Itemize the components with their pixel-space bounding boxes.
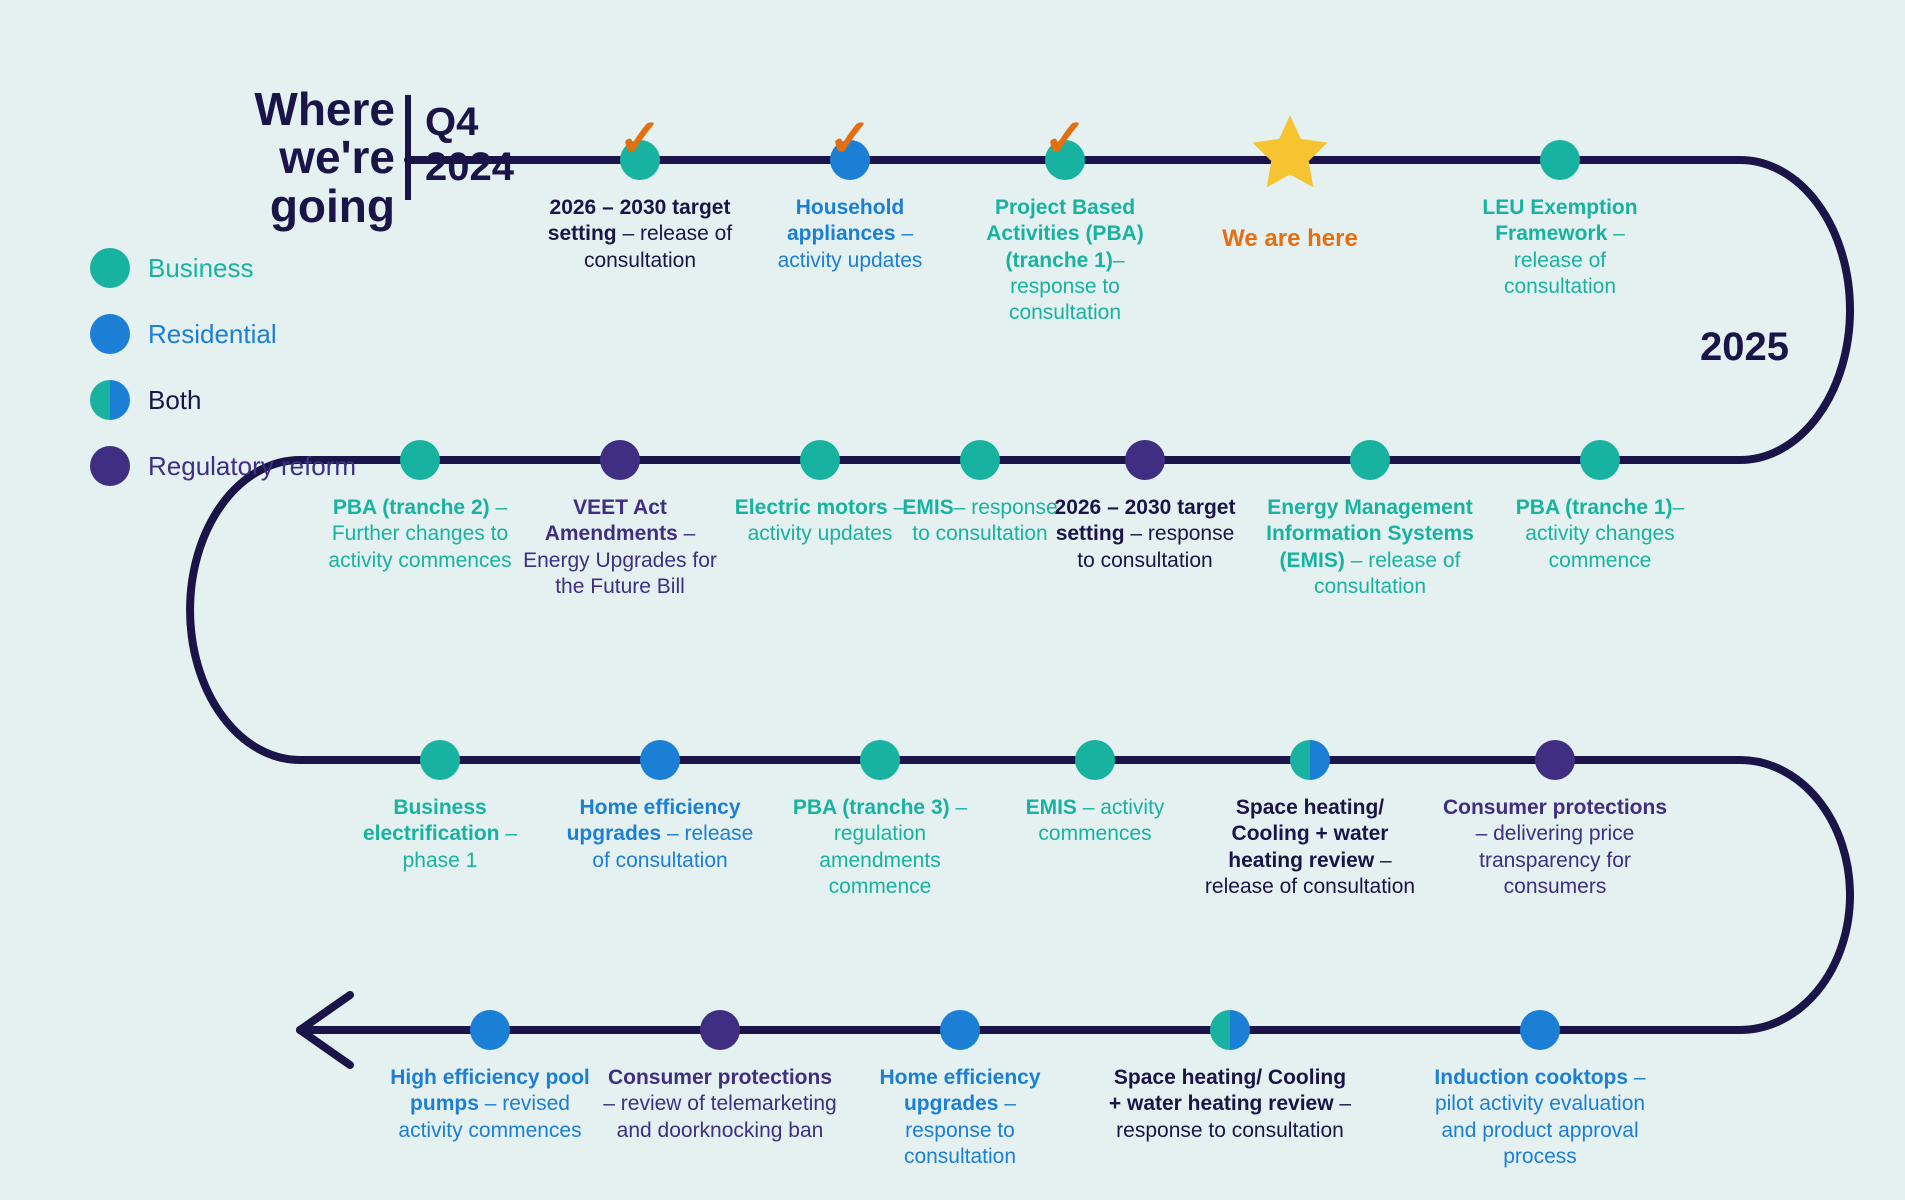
milestone-node xyxy=(1520,1010,1560,1050)
milestone-node xyxy=(1125,440,1165,480)
milestone-label: PBA (tranche 1)– activity changes commen… xyxy=(1500,495,1700,574)
milestone-subtitle: – delivering price transparency for cons… xyxy=(1476,822,1635,898)
milestone-label: Space heating/ Cooling + water heating r… xyxy=(1105,1065,1355,1144)
milestone-label: Consumer protections – review of telemar… xyxy=(600,1065,840,1144)
milestone-label: Induction cooktops – pilot activity eval… xyxy=(1420,1065,1660,1170)
title-line1: Where xyxy=(254,83,395,135)
milestone-title: Induction cooktops xyxy=(1434,1066,1628,1089)
milestone-label: Home efficiency upgrades – release of co… xyxy=(560,795,760,874)
period-label: Q4 2024 xyxy=(425,100,514,190)
year-2025-label: 2025 xyxy=(1700,325,1789,370)
milestone-node xyxy=(1535,740,1575,780)
legend-label: Residential xyxy=(148,319,277,350)
milestone-title: Consumer protections xyxy=(1443,796,1667,819)
milestone-node xyxy=(830,140,870,180)
legend-label: Business xyxy=(148,253,254,284)
milestone-label: Home efficiency upgrades – response to c… xyxy=(860,1065,1060,1170)
milestone-node xyxy=(800,440,840,480)
milestone-node xyxy=(960,440,1000,480)
milestone-label: Consumer protections – delivering price … xyxy=(1435,795,1675,900)
legend-dot-residential xyxy=(90,314,130,354)
legend-label: Both xyxy=(148,385,202,416)
legend-item: Both xyxy=(90,380,356,420)
milestone-title: Home efficiency upgrades xyxy=(879,1066,1040,1115)
milestone-label: High efficiency pool pumps – revised act… xyxy=(390,1065,590,1144)
milestone-title: Space heating/ Cooling + water heating r… xyxy=(1228,796,1388,872)
legend-dot-both xyxy=(90,380,130,420)
milestone-title: EMIS xyxy=(902,496,953,519)
we-are-here-label: We are here xyxy=(1222,225,1358,253)
legend: Business Residential Both Regulatory reform xyxy=(90,248,356,512)
milestone-node xyxy=(1075,740,1115,780)
milestone-subtitle: – review of telemarketing and doorknocki… xyxy=(603,1092,836,1141)
milestone-node xyxy=(400,440,440,480)
legend-item: Residential xyxy=(90,314,356,354)
milestone-label: Electric motors – activity updates xyxy=(730,495,910,548)
milestone-node xyxy=(860,740,900,780)
legend-label: Regulatory reform xyxy=(148,451,356,482)
milestone-label: EMIS – activity commences xyxy=(1015,795,1175,848)
milestone-node xyxy=(1045,140,1085,180)
milestone-title: Consumer protections xyxy=(608,1066,832,1089)
milestone-label: PBA (tranche 3) – regulation amendments … xyxy=(780,795,980,900)
milestone-node xyxy=(1540,140,1580,180)
milestone-title: EMIS xyxy=(1026,796,1077,819)
milestone-node xyxy=(620,140,660,180)
milestone-node xyxy=(470,1010,510,1050)
milestone-label: EMIS– response to consultation xyxy=(900,495,1060,548)
legend-dot-regulatory xyxy=(90,446,130,486)
milestone-label: 2026 – 2030 target setting – response to… xyxy=(1045,495,1245,574)
legend-item: Regulatory reform xyxy=(90,446,356,486)
milestone-title: PBA (tranche 1) xyxy=(1516,496,1673,519)
milestone-node xyxy=(1290,740,1330,780)
milestone-label: LEU Exemption Framework – release of con… xyxy=(1460,195,1660,300)
milestone-node xyxy=(600,440,640,480)
milestone-title: Business electrification xyxy=(363,796,500,845)
milestone-label: Space heating/ Cooling + water heating r… xyxy=(1195,795,1425,900)
legend-dot-business xyxy=(90,248,130,288)
milestone-label: Household appliances – activity updates xyxy=(760,195,940,274)
milestone-title: VEET Act Amendments xyxy=(545,496,678,545)
legend-item: Business xyxy=(90,248,356,288)
milestone-label: Project Based Activities (PBA) (tranche … xyxy=(960,195,1170,326)
milestone-label: PBA (tranche 2) – Further changes to act… xyxy=(315,495,525,574)
period-line2: 2024 xyxy=(425,145,514,189)
milestone-node xyxy=(940,1010,980,1050)
milestone-label: 2026 – 2030 target setting – release of … xyxy=(530,195,750,274)
milestone-title: PBA (tranche 3) xyxy=(793,796,950,819)
title-line3: going xyxy=(270,180,395,232)
milestone-title: PBA (tranche 2) xyxy=(333,496,490,519)
milestone-node xyxy=(1210,1010,1250,1050)
milestone-node xyxy=(1350,440,1390,480)
milestone-label: VEET Act Amendments – Energy Upgrades fo… xyxy=(510,495,730,600)
milestone-title: Space heating/ Cooling + water heating r… xyxy=(1109,1066,1346,1115)
milestone-node xyxy=(700,1010,740,1050)
roadmap-canvas: Where we're going Q4 2024 2025 Business R… xyxy=(0,0,1905,1200)
milestone-node xyxy=(1580,440,1620,480)
milestone-label: Energy Management Information Systems (E… xyxy=(1245,495,1495,600)
page-title: Where we're going xyxy=(120,85,395,230)
milestone-label: Business electrification – phase 1 xyxy=(340,795,540,874)
milestone-node xyxy=(640,740,680,780)
milestone-node xyxy=(420,740,460,780)
star-icon xyxy=(1245,108,1335,203)
milestone-title: Electric motors xyxy=(735,496,888,519)
title-line2: we're xyxy=(279,131,395,183)
period-line1: Q4 xyxy=(425,100,478,144)
milestone-title: Household appliances xyxy=(787,196,904,245)
